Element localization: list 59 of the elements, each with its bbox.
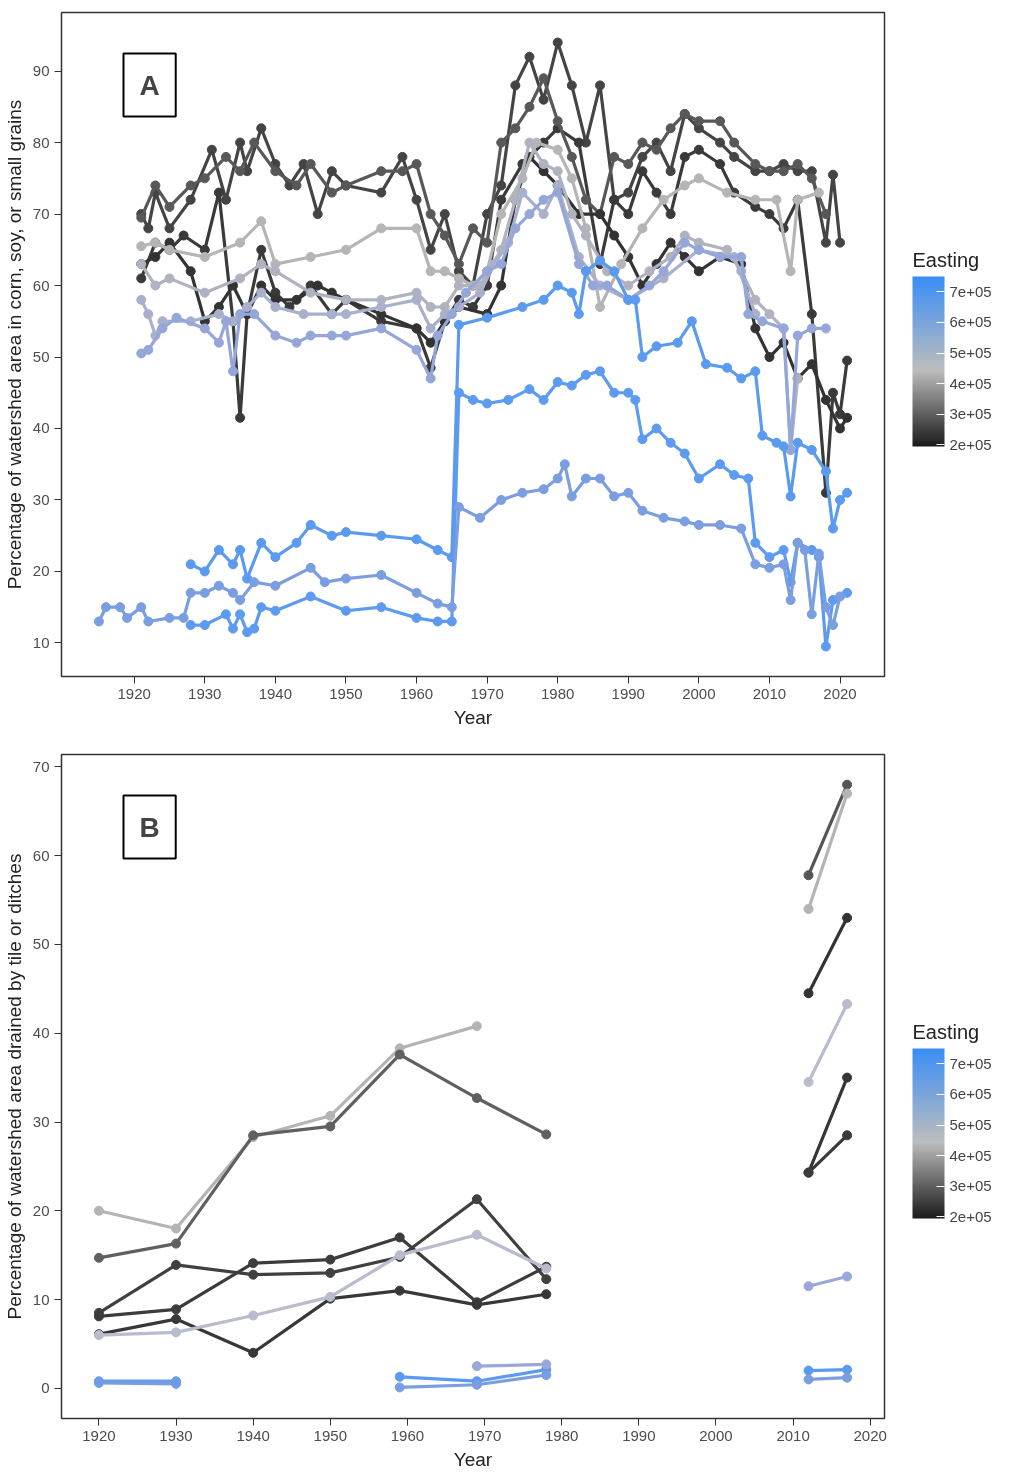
y-tick-label: 30 (32, 490, 50, 508)
color-bar-label: 2e+05 (949, 435, 992, 453)
x-tick-label: 1950 (329, 684, 363, 702)
y-tick-label: 40 (32, 419, 50, 437)
y-axis-title: Percentage of watershed area drained by tile or ditches (3, 853, 25, 1320)
color-bar-label: 6e+05 (949, 1085, 992, 1103)
y-tick-label: 20 (32, 1201, 50, 1219)
x-tick-label: 1920 (117, 684, 151, 702)
x-tick-label: 1970 (467, 1426, 502, 1444)
annotation: A (139, 69, 160, 101)
color-bar-title: Easting (912, 248, 980, 271)
x-tick-label: 1920 (82, 1426, 116, 1444)
x-tick-label: 2000 (699, 1426, 733, 1444)
color-bar-label: 2e+05 (949, 1207, 992, 1225)
x-tick-label: 1930 (159, 1426, 193, 1444)
x-axis-title: Year (453, 1448, 493, 1470)
x-tick-label: 1990 (622, 1426, 656, 1444)
y-tick-label: 50 (32, 348, 50, 366)
color-bar-label: 7e+05 (949, 1054, 992, 1072)
y-tick-label: 10 (32, 1290, 50, 1308)
y-tick-label: 70 (32, 757, 50, 775)
x-tick-label: 1940 (236, 1426, 270, 1444)
x-tick-label: 1980 (541, 684, 575, 702)
y-tick-label: 0 (41, 1379, 50, 1397)
x-tick-label: 1970 (470, 684, 504, 702)
color-bar-title: Easting (912, 1020, 980, 1043)
color-bar-label: 4e+05 (949, 1146, 992, 1164)
x-tick-label: 1930 (188, 684, 222, 702)
x-axis-title: Year (453, 706, 493, 728)
y-axis-title: Percentage of watershed area in corn, soy, or small grains (3, 99, 25, 590)
x-tick-label: 2020 (823, 684, 857, 702)
y-tick-label: 10 (32, 633, 50, 651)
color-bar-label: 7e+05 (949, 282, 992, 300)
y-tick-label: 60 (32, 276, 50, 294)
x-tick-label: 1960 (399, 684, 434, 702)
color-bar-label: 3e+05 (949, 1177, 992, 1195)
color-bar-label: 5e+05 (949, 1116, 992, 1134)
y-tick-label: 20 (32, 562, 50, 580)
y-tick-label: 60 (32, 846, 50, 864)
x-tick-label: 2010 (752, 684, 787, 702)
annotation: B (139, 811, 160, 843)
color-bar-label: 6e+05 (949, 313, 992, 331)
color-bar-label: 4e+05 (949, 374, 992, 392)
x-tick-label: 2000 (682, 684, 716, 702)
x-tick-label: 1980 (545, 1426, 579, 1444)
y-tick-label: 90 (32, 62, 50, 80)
x-tick-label: 2020 (853, 1426, 887, 1444)
y-tick-label: 80 (32, 133, 50, 151)
y-tick-label: 50 (32, 935, 50, 953)
x-tick-label: 1990 (611, 684, 645, 702)
y-tick-label: 30 (32, 1113, 50, 1131)
color-bar-label: 3e+05 (949, 405, 992, 423)
x-tick-label: 1940 (258, 684, 293, 702)
y-tick-label: 40 (32, 1024, 50, 1042)
color-bar-label: 5e+05 (949, 344, 992, 362)
x-tick-label: 1960 (390, 1426, 425, 1444)
y-tick-label: 70 (32, 205, 50, 223)
x-tick-label: 1950 (313, 1426, 347, 1444)
x-tick-label: 2010 (776, 1426, 810, 1444)
